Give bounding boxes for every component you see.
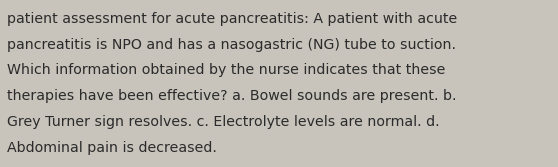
- Text: Abdominal pain is decreased.: Abdominal pain is decreased.: [7, 141, 217, 155]
- Text: Grey Turner sign resolves. c. Electrolyte levels are normal. d.: Grey Turner sign resolves. c. Electrolyt…: [7, 115, 440, 129]
- Text: Which information obtained by the nurse indicates that these: Which information obtained by the nurse …: [7, 63, 446, 77]
- Text: therapies have been effective? a. Bowel sounds are present. b.: therapies have been effective? a. Bowel …: [7, 89, 457, 103]
- Text: patient assessment for acute pancreatitis: A patient with acute: patient assessment for acute pancreatiti…: [7, 12, 458, 26]
- Text: pancreatitis is NPO and has a nasogastric (NG) tube to suction.: pancreatitis is NPO and has a nasogastri…: [7, 38, 456, 52]
